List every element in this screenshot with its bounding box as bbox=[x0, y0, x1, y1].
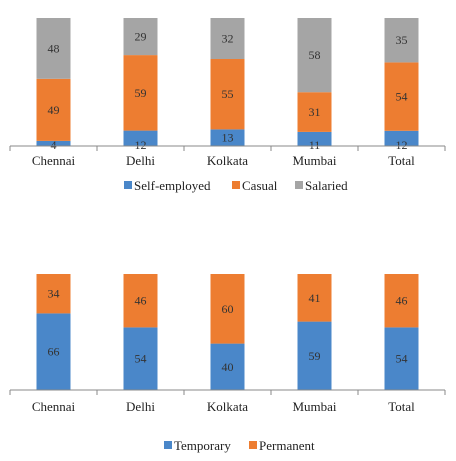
data-label: 60 bbox=[222, 302, 234, 316]
bar-segment-permanent-delhi bbox=[123, 274, 158, 328]
x-tick-label-mumbai: Mumbai bbox=[292, 399, 336, 414]
x-tick-label-total: Total bbox=[388, 153, 415, 168]
data-label: 59 bbox=[135, 86, 147, 100]
data-label: 32 bbox=[222, 32, 234, 46]
legend-label-salaried: Salaried bbox=[305, 178, 348, 193]
legend-swatch-temporary bbox=[164, 441, 172, 449]
x-tick-label-kolkata: Kolkata bbox=[207, 153, 248, 168]
data-label: 35 bbox=[396, 33, 408, 47]
legend-swatch-permanent bbox=[249, 441, 257, 449]
x-tick-label-delhi: Delhi bbox=[126, 399, 155, 414]
bar-segment-casual-delhi bbox=[123, 55, 158, 131]
bar-segment-salaried-total bbox=[384, 18, 419, 63]
data-label: 48 bbox=[48, 41, 60, 55]
bar-segment-self-employed-total bbox=[384, 130, 419, 146]
data-label: 54 bbox=[396, 90, 408, 104]
data-label: 29 bbox=[135, 30, 147, 44]
data-label: 12 bbox=[396, 138, 408, 152]
legend-swatch-salaried bbox=[295, 181, 303, 189]
x-tick-label-chennai: Chennai bbox=[32, 153, 76, 168]
data-label: 49 bbox=[48, 103, 60, 117]
data-label: 59 bbox=[309, 349, 321, 363]
bar-segment-permanent-kolkata bbox=[210, 274, 245, 344]
bar-segment-temporary-chennai bbox=[36, 313, 71, 390]
bar-segment-temporary-total bbox=[384, 327, 419, 390]
bar-segment-temporary-delhi bbox=[123, 327, 158, 390]
bar-segment-casual-mumbai bbox=[297, 92, 332, 132]
x-tick-label-chennai: Chennai bbox=[32, 399, 76, 414]
legend-label-temporary: Temporary bbox=[174, 438, 231, 453]
data-label: 12 bbox=[135, 138, 147, 152]
bar-segment-permanent-total bbox=[384, 274, 419, 328]
bar-segment-self-employed-delhi bbox=[123, 130, 158, 146]
x-tick-label-delhi: Delhi bbox=[126, 153, 155, 168]
data-label: 54 bbox=[396, 352, 408, 366]
data-label: 4 bbox=[51, 138, 57, 152]
bar-segment-salaried-chennai bbox=[36, 18, 71, 79]
legend-label-casual: Casual bbox=[242, 178, 278, 193]
data-label: 54 bbox=[135, 352, 147, 366]
legend-label-permanent: Permanent bbox=[259, 438, 315, 453]
data-label: 34 bbox=[48, 287, 60, 301]
data-label: 55 bbox=[222, 87, 234, 101]
bar-segment-salaried-delhi bbox=[123, 18, 158, 56]
data-label: 46 bbox=[135, 294, 147, 308]
bar-segment-permanent-mumbai bbox=[297, 274, 332, 322]
data-label: 40 bbox=[222, 360, 234, 374]
x-tick-label-total: Total bbox=[388, 399, 415, 414]
bar-segment-casual-total bbox=[384, 62, 419, 131]
bar-segment-casual-kolkata bbox=[210, 59, 245, 130]
bar-segment-temporary-kolkata bbox=[210, 343, 245, 390]
data-label: 46 bbox=[396, 294, 408, 308]
bar-segment-self-employed-chennai bbox=[36, 140, 71, 146]
legend-swatch-casual bbox=[232, 181, 240, 189]
bar-segment-casual-chennai bbox=[36, 78, 71, 141]
bar-segment-self-employed-mumbai bbox=[297, 131, 332, 146]
bar-segment-temporary-mumbai bbox=[297, 321, 332, 390]
legend-swatch-self-employed bbox=[124, 181, 132, 189]
data-label: 11 bbox=[309, 138, 321, 152]
data-label: 13 bbox=[222, 131, 234, 145]
data-label: 66 bbox=[48, 345, 60, 359]
x-tick-label-mumbai: Mumbai bbox=[292, 153, 336, 168]
x-tick-label-kolkata: Kolkata bbox=[207, 399, 248, 414]
data-label: 31 bbox=[309, 105, 321, 119]
legend-label-self-employed: Self-employed bbox=[134, 178, 211, 193]
bar-segment-self-employed-kolkata bbox=[210, 129, 245, 146]
bar-segment-salaried-mumbai bbox=[297, 18, 332, 93]
bar-segment-salaried-kolkata bbox=[210, 18, 245, 59]
bar-segment-permanent-chennai bbox=[36, 274, 71, 314]
data-label: 58 bbox=[309, 48, 321, 62]
data-label: 41 bbox=[309, 291, 321, 305]
